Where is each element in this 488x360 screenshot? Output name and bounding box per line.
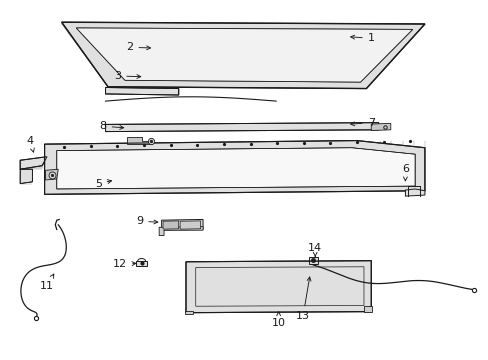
Text: 6: 6 — [401, 164, 408, 181]
Text: 11: 11 — [40, 274, 54, 291]
Polygon shape — [20, 157, 47, 169]
Text: 1: 1 — [350, 33, 374, 43]
Text: 4: 4 — [26, 136, 34, 152]
Text: 7: 7 — [350, 118, 374, 128]
Text: 9: 9 — [136, 216, 158, 226]
Text: 3: 3 — [114, 71, 141, 81]
Text: 10: 10 — [271, 312, 285, 328]
Polygon shape — [370, 123, 390, 131]
Polygon shape — [20, 169, 32, 184]
Polygon shape — [308, 257, 317, 264]
Polygon shape — [363, 306, 371, 312]
Text: 13: 13 — [295, 277, 310, 321]
Polygon shape — [159, 226, 203, 235]
Text: 2: 2 — [126, 42, 150, 52]
Polygon shape — [76, 28, 412, 82]
Polygon shape — [136, 261, 147, 266]
Polygon shape — [180, 221, 200, 229]
Polygon shape — [44, 140, 424, 194]
Text: 5: 5 — [95, 179, 111, 189]
Text: 12: 12 — [113, 259, 136, 269]
Polygon shape — [127, 137, 152, 144]
Polygon shape — [105, 123, 378, 132]
Polygon shape — [185, 261, 370, 313]
Text: 8: 8 — [100, 121, 123, 131]
Polygon shape — [76, 28, 412, 82]
Polygon shape — [57, 148, 414, 189]
Polygon shape — [161, 220, 203, 230]
Polygon shape — [405, 189, 424, 196]
Polygon shape — [105, 87, 178, 95]
Polygon shape — [45, 169, 58, 180]
Text: 14: 14 — [307, 243, 322, 256]
Polygon shape — [184, 311, 193, 315]
Polygon shape — [163, 221, 178, 229]
Polygon shape — [61, 22, 424, 89]
